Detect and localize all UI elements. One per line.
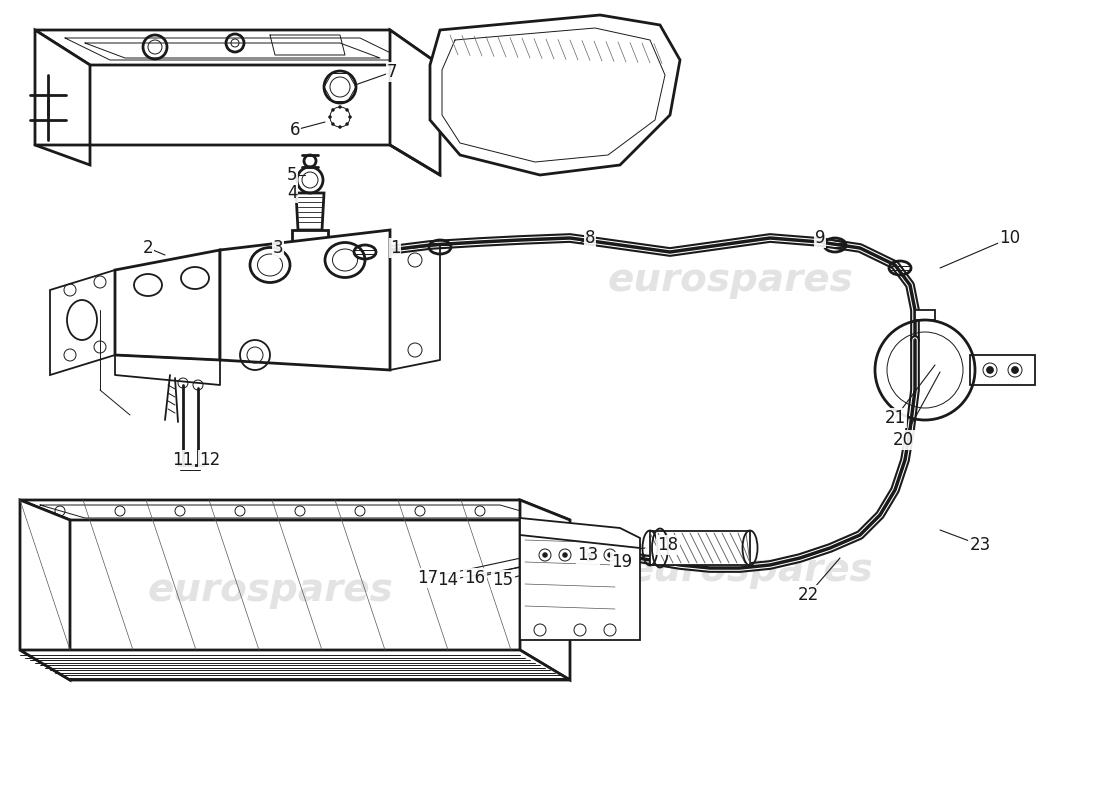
Polygon shape [520,520,640,640]
Text: 11: 11 [173,451,194,469]
Polygon shape [35,30,90,165]
Circle shape [345,109,349,111]
Text: 4: 4 [287,184,297,202]
Polygon shape [116,250,220,360]
Circle shape [349,115,352,118]
Text: 14: 14 [438,571,459,589]
Polygon shape [50,270,116,375]
Circle shape [331,109,334,111]
Text: 20: 20 [892,431,914,449]
Circle shape [542,553,548,558]
Text: 19: 19 [612,553,632,571]
Polygon shape [292,230,328,243]
Text: 15: 15 [493,571,514,589]
Polygon shape [430,15,680,175]
Text: eurospares: eurospares [147,261,393,299]
Text: 13: 13 [578,546,598,564]
Polygon shape [970,355,1035,385]
Polygon shape [565,573,605,590]
Text: 2: 2 [143,239,153,257]
Polygon shape [915,310,935,320]
Circle shape [339,106,341,109]
Polygon shape [520,500,570,680]
Text: 12: 12 [199,451,221,469]
Text: 17: 17 [417,569,439,587]
Polygon shape [20,500,570,520]
Circle shape [987,366,993,374]
Text: 21: 21 [884,409,905,427]
Polygon shape [390,30,440,175]
Polygon shape [520,518,640,548]
Text: 8: 8 [585,229,595,247]
Text: eurospares: eurospares [627,551,873,589]
Polygon shape [296,193,324,230]
Circle shape [331,122,334,126]
Circle shape [345,122,349,126]
Text: 23: 23 [969,536,991,554]
Text: 5: 5 [287,166,297,184]
Circle shape [339,126,341,129]
Text: 7: 7 [387,63,397,81]
Text: eurospares: eurospares [147,571,393,609]
Text: 16: 16 [464,569,485,587]
Circle shape [587,553,593,558]
Text: 10: 10 [1000,229,1021,247]
Text: 1: 1 [389,239,400,257]
Polygon shape [35,30,440,65]
Circle shape [607,553,613,558]
Text: 6: 6 [289,121,300,139]
Text: 22: 22 [798,586,818,604]
Text: eurospares: eurospares [607,261,852,299]
Polygon shape [220,230,390,370]
Circle shape [562,553,568,558]
Text: 9: 9 [815,229,825,247]
Polygon shape [650,531,750,565]
Polygon shape [530,537,620,573]
Text: 3: 3 [273,239,284,257]
Circle shape [1012,366,1019,374]
Polygon shape [20,500,70,680]
Text: 18: 18 [658,536,679,554]
Polygon shape [20,650,570,680]
Circle shape [329,115,331,118]
